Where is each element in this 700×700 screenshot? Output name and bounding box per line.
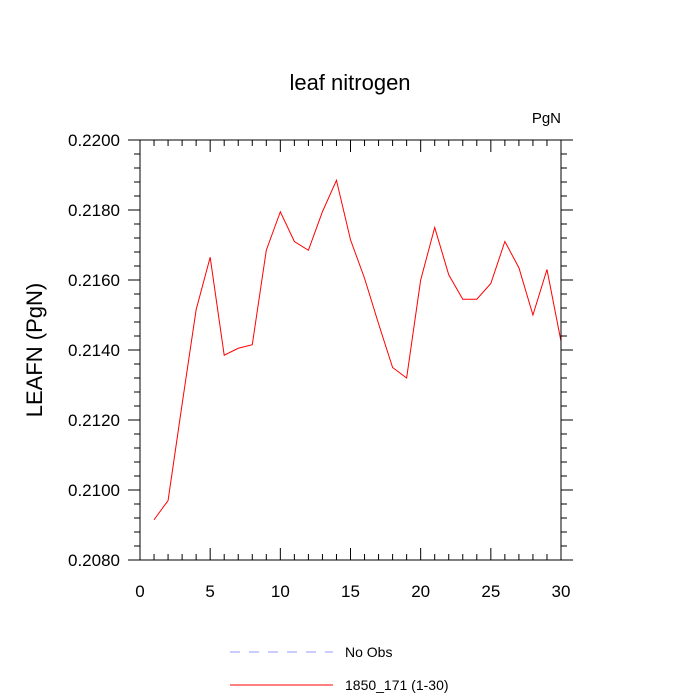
y-axis-label: LEAFN (PgN) — [22, 283, 47, 417]
x-tick-label: 10 — [271, 582, 290, 601]
y-tick-label: 0.2100 — [68, 481, 120, 500]
y-tick-label: 0.2200 — [68, 131, 120, 150]
x-tick-label: 30 — [552, 582, 571, 601]
y-tick-label: 0.2180 — [68, 201, 120, 220]
legend: No Obs 1850_171 (1-30) — [230, 644, 449, 693]
x-tick-label: 20 — [411, 582, 430, 601]
units-label: PgN — [532, 110, 561, 127]
x-tick-label: 0 — [135, 582, 144, 601]
series-line — [153, 178, 562, 521]
x-tick-labels: 0 5 10 15 20 25 30 — [135, 582, 570, 601]
axis-ticks — [128, 139, 573, 561]
chart-title: leaf nitrogen — [289, 70, 410, 95]
plot-frame — [139, 139, 562, 561]
y-tick-label: 0.2120 — [68, 411, 120, 430]
legend-label: 1850_171 (1-30) — [345, 677, 449, 693]
legend-label: No Obs — [345, 644, 392, 660]
y-tick-labels: 0.2080 0.2100 0.2120 0.2140 0.2160 0.2180 0.22… — [68, 131, 120, 570]
plot-area — [153, 178, 562, 521]
x-tick-label: 25 — [481, 582, 500, 601]
x-tick-label: 15 — [341, 582, 360, 601]
y-tick-label: 0.2080 — [68, 551, 120, 570]
x-tick-label: 5 — [205, 582, 214, 601]
y-tick-label: 0.2140 — [68, 341, 120, 360]
y-tick-label: 0.2160 — [68, 271, 120, 290]
